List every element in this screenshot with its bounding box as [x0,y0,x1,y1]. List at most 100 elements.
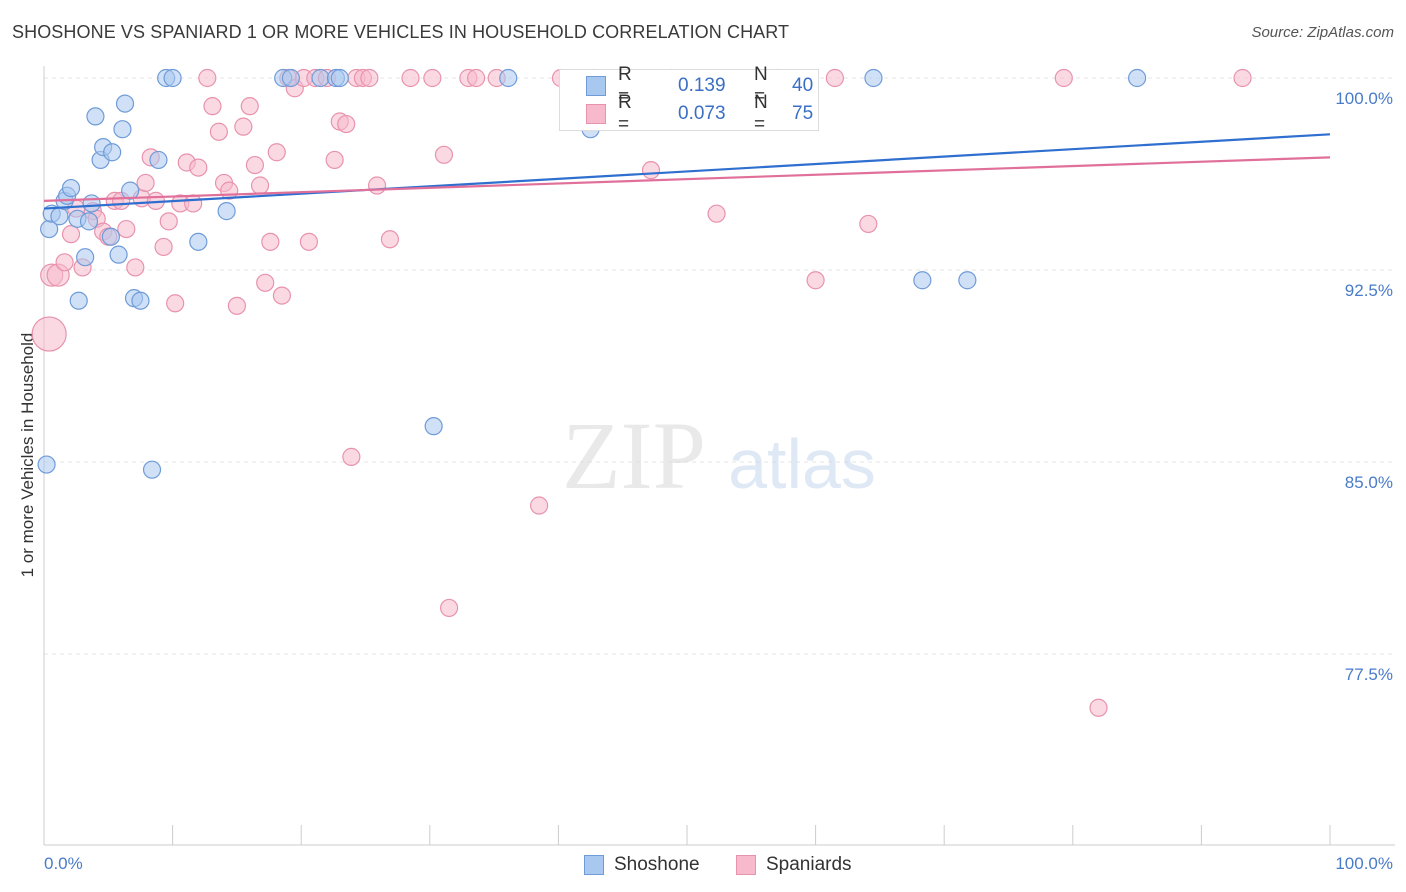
spaniards-point [1089,698,1108,717]
legend-r-label: R = [618,92,632,135]
shoshone-point [76,248,95,267]
spaniards-point [256,273,275,292]
spaniards-point [423,68,442,88]
shoshone-point [79,212,99,231]
tick-layer: 100.0% 92.5% 85.0% 77.5% 0.0% 100.0% [44,89,1393,873]
stats-legend: R = 0.139 N = 40 R = 0.073 N = 75 [559,64,819,135]
shoshone-point [311,68,330,88]
spaniards-point [466,68,486,88]
shoshone-point [913,271,932,290]
spaniards-point [261,232,280,251]
shoshone-point [50,207,69,226]
legend-n-label: N = [754,92,768,135]
spaniards-point [31,316,67,352]
spaniards-point [159,212,178,231]
shoshone-point [189,232,208,251]
y-tick-label: 92.5% [1345,281,1393,300]
spaniards-point [154,237,173,257]
y-tick-label: 85.0% [1345,473,1393,492]
legend-swatch-blue [586,76,606,96]
spaniards-point [299,232,319,251]
spaniards-point [439,598,459,618]
spaniards-point [434,145,454,164]
shoshone-point [103,143,122,162]
spaniards-point [267,143,286,162]
spaniards-point [1233,68,1252,88]
shoshone-point [115,94,135,113]
legend-label-spaniards: Spaniards [766,854,852,875]
spaniards-point [245,155,265,175]
spaniards-point [184,194,203,213]
spaniards-trendline [43,156,1331,202]
spaniards-point [272,286,292,305]
spaniards-point [136,173,155,193]
shoshone-point [330,68,349,88]
spaniards-point [641,161,661,180]
watermark-zip: ZIP [562,402,706,509]
spaniards-point [117,219,136,239]
spaniards-point [325,150,344,170]
y-tick-label: 77.5% [1345,665,1393,684]
legend-swatch-blue [584,855,604,875]
shoshone-point [101,227,120,246]
spaniards-point [825,68,844,88]
watermark: ZIP atlas [562,402,876,509]
spaniards-point [707,204,726,223]
x-tick-label: 0.0% [44,854,83,873]
shoshone-point [142,460,162,479]
trend-layer [43,133,1331,210]
shoshone-point [109,245,128,264]
legend-swatch-pink [586,104,606,124]
spaniards-point [189,158,208,177]
shoshone-trendline [43,133,1331,210]
spaniards-point [234,117,253,136]
points-layer [31,68,1252,717]
spaniards-point [342,447,361,466]
spaniards-point [367,176,387,195]
spaniards-point [380,230,400,249]
shoshone-point [1127,68,1147,88]
spaniards-point [166,294,185,313]
legend-n-label: N = [754,64,768,107]
legend-r-value: 0.139 [678,75,726,96]
shoshone-point [69,291,88,310]
series-legend: Shoshone Spaniards [0,852,1406,878]
shoshone-point [217,202,236,221]
spaniards-point [126,258,145,277]
spaniards-point [240,97,259,116]
legend-item-spaniards[interactable]: Spaniards [736,852,852,878]
legend-n-value: 40 [792,75,814,96]
shoshone-point [61,178,81,198]
spaniards-point [61,225,81,244]
shoshone-point [86,107,105,126]
legend-item-shoshone[interactable]: Shoshone [584,852,700,878]
shoshone-point [149,150,168,170]
x-tick-label: 100.0% [1335,854,1393,873]
source-label: Source: ZipAtlas.com [1251,24,1394,41]
shoshone-point [499,68,518,88]
spaniards-point [198,68,217,88]
shoshone-point [113,120,132,139]
axis-layer [43,66,1395,846]
chart-title: SHOSHONE VS SPANIARD 1 OR MORE VEHICLES … [12,22,790,42]
spaniards-point [203,97,222,116]
legend-r-label: R = [618,64,632,107]
legend-r-value: 0.073 [678,103,726,124]
shoshone-point [163,68,182,88]
shoshone-point [82,194,101,213]
shoshone-point [121,181,140,200]
shoshone-point [281,68,301,88]
spaniards-point [209,122,228,141]
spaniards-point [250,176,270,195]
spaniards-point [337,114,356,134]
spaniards-point [55,253,74,272]
spaniards-point [227,296,246,315]
watermark-atlas: atlas [728,425,876,503]
spaniards-point [859,214,878,234]
spaniards-point [1054,68,1073,88]
spaniards-point [360,68,379,88]
shoshone-point [424,417,443,436]
legend-n-value: 75 [792,103,814,124]
spaniards-point [401,68,420,88]
